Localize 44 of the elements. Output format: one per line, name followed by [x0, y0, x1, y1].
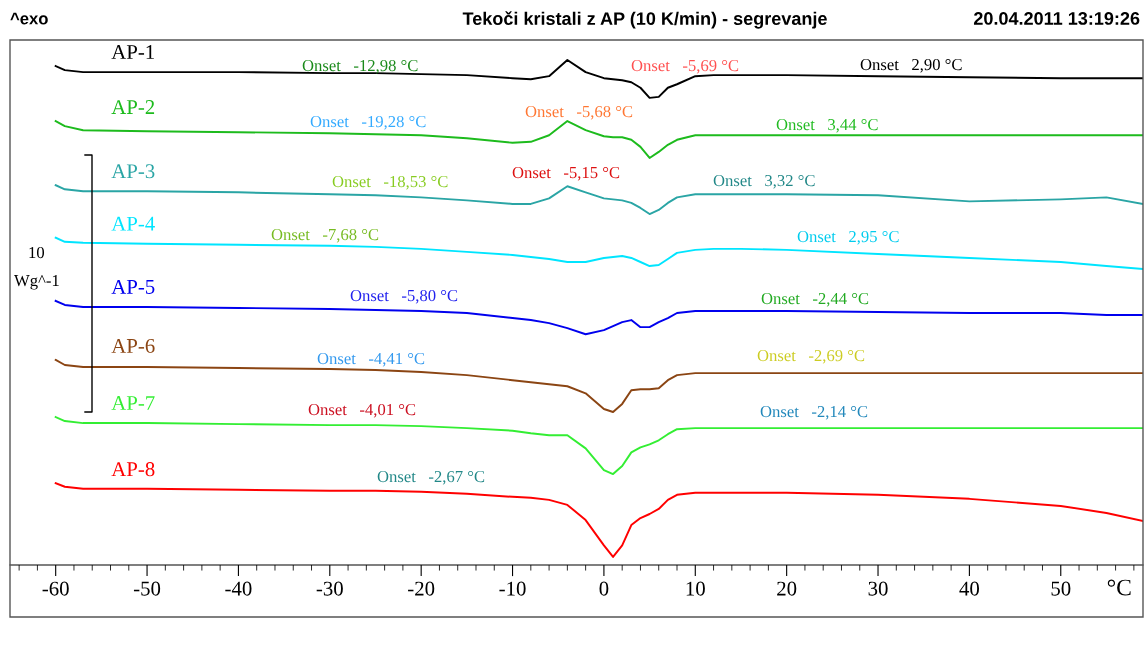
- x-tick-label: -30: [316, 581, 343, 596]
- x-tick-label: 40: [959, 581, 980, 596]
- x-tick-label: -20: [408, 581, 435, 596]
- y-axis-title: Wg^-1: [14, 274, 59, 290]
- x-tick-label: 0: [599, 581, 609, 596]
- annotation: Onset -4,41 °C: [317, 352, 425, 367]
- x-tick-label: -10: [499, 581, 526, 596]
- annotation: Onset -2,44 °C: [761, 292, 869, 307]
- annotation: Onset -19,28 °C: [310, 115, 426, 130]
- annotation: Onset -2,69 °C: [757, 349, 865, 364]
- annotation: Onset -5,15 °C: [512, 166, 620, 181]
- chart-title: Tekoči kristali z AP (10 K/min) - segrevanje: [462, 11, 827, 29]
- annotation: Onset -2,14 °C: [760, 405, 868, 420]
- annotation: Onset -5,68 °C: [525, 105, 633, 120]
- series-label: AP-7: [111, 396, 155, 410]
- x-tick-label: 30: [868, 581, 888, 596]
- annotation: Onset -5,80 °C: [350, 289, 458, 304]
- x-tick-label: -40: [225, 581, 252, 596]
- annotation: Onset -18,53 °C: [332, 175, 448, 190]
- annotation: Onset -4,01 °C: [308, 403, 416, 418]
- series-label: AP-2: [111, 100, 155, 114]
- x-tick-label: 50: [1051, 581, 1071, 596]
- series-label: AP-4: [111, 216, 155, 231]
- annotation: Onset -5,69 °C: [631, 59, 739, 74]
- annotation: Onset -12,98 °C: [302, 59, 418, 74]
- annotation: Onset -2,67 °C: [377, 470, 485, 485]
- annotation: Onset 2,95 °C: [797, 230, 899, 245]
- series-label: AP-8: [111, 462, 155, 477]
- series-label: AP-3: [111, 164, 155, 179]
- x-tick-label: -50: [133, 581, 161, 596]
- text: ^exo: [10, 12, 48, 25]
- x-tick-label: 10: [686, 581, 705, 596]
- annotation: Onset 3,32 °C: [713, 174, 815, 189]
- x-axis-title: °C: [1107, 579, 1131, 596]
- x-tick-label: -60: [42, 581, 69, 596]
- x-tick-label: 20: [777, 581, 797, 596]
- annotation: Onset -7,68 °C: [271, 228, 379, 243]
- annotation: Onset 3,44 °C: [776, 118, 878, 133]
- text: 20.04.2011 13:19:26: [973, 12, 1140, 25]
- series-label: AP-1: [111, 45, 154, 59]
- annotation: 10: [29, 246, 45, 259]
- series-label: AP-5: [111, 279, 155, 294]
- annotation: Onset 2,90 °C: [860, 58, 962, 73]
- series-label: AP-6: [111, 338, 155, 353]
